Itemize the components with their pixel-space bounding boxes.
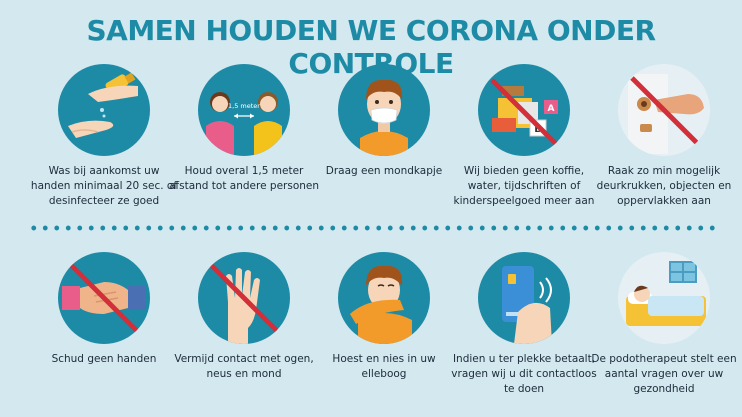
tip-contactless-payment: Indien u ter plekke betaalt, vragen wij … xyxy=(451,252,597,397)
divider xyxy=(28,225,718,231)
caption: Draag een mondkapje xyxy=(325,165,443,177)
tip-cough-elbow: Hoest en nies in uw elleboog xyxy=(313,252,455,382)
caption: Vermijd contact met ogen, neus en mond xyxy=(174,353,314,380)
caption: Wij bieden geen koffie, water, tijdschri… xyxy=(453,165,595,207)
no-handshake-icon xyxy=(58,252,150,344)
contactless-card-icon xyxy=(478,252,570,344)
svg-text:A: A xyxy=(548,104,555,114)
caption: Was bij aankomst uw handen minimaal 20 s… xyxy=(30,165,178,207)
no-doorknob-icon xyxy=(618,64,710,156)
page-title: SAMEN HOUDEN WE CORONA ONDER CONTROLE xyxy=(86,14,656,80)
hand-sanitizer-icon xyxy=(58,64,150,156)
tip-wear-mask: Draag een mondkapje xyxy=(313,64,455,179)
tip-no-face-touch: Vermijd contact met ogen, neus en mond xyxy=(173,252,315,382)
social-distance-icon: 1,5 meter xyxy=(198,64,290,156)
caption: Houd overal 1,5 meter afstand tot andere… xyxy=(169,165,320,192)
caption: Hoest en nies in uw elleboog xyxy=(332,353,436,380)
caption: Schud geen handen xyxy=(51,353,157,365)
tip-no-coffee: B A Wij bieden geen koffie, water, tijds… xyxy=(453,64,595,209)
no-coffee-toys-icon: B A xyxy=(478,64,570,156)
caption: De podotherapeut stelt een aantal vragen… xyxy=(591,353,737,395)
cough-elbow-icon xyxy=(338,252,430,344)
tip-health-questions: De podotherapeut stelt een aantal vragen… xyxy=(591,252,737,397)
no-face-touch-icon xyxy=(198,252,290,344)
caption: Raak zo min mogelijk deurkrukken, object… xyxy=(596,165,732,207)
sick-in-bed-icon xyxy=(618,252,710,344)
caption: Indien u ter plekke betaalt, vragen wij … xyxy=(451,353,597,395)
distance-label: 1,5 meter xyxy=(228,102,260,110)
tip-no-handshake: Schud geen handen xyxy=(33,252,175,367)
tip-no-touching: Raak zo min mogelijk deurkrukken, object… xyxy=(593,64,735,209)
tip-wash-hands: Was bij aankomst uw handen minimaal 20 s… xyxy=(31,64,177,209)
face-mask-icon xyxy=(338,64,430,156)
tip-keep-distance: 1,5 meter Houd overal 1,5 meter afstand … xyxy=(169,64,319,194)
